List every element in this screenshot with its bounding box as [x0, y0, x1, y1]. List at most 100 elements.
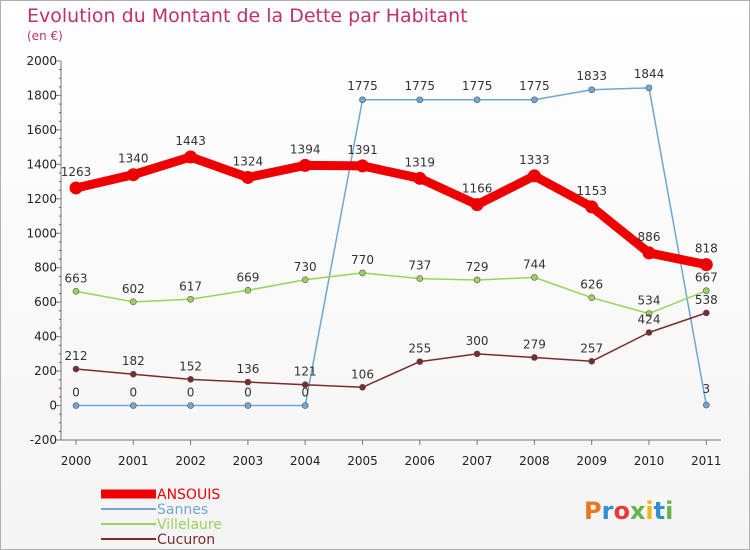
data-label: 886 — [638, 230, 661, 244]
data-label: 538 — [695, 293, 718, 307]
data-point — [301, 381, 309, 389]
data-point — [244, 286, 252, 294]
data-point — [298, 158, 312, 172]
data-point — [130, 298, 137, 306]
data-label: 617 — [179, 279, 202, 293]
data-label: 737 — [408, 259, 431, 273]
data-point — [702, 401, 710, 409]
data-label: 1844 — [634, 67, 665, 81]
data-label: 279 — [523, 337, 546, 351]
brand-letter: r — [602, 497, 614, 525]
legend-label: Cucuron — [157, 532, 215, 548]
y-tick-label: 800 — [34, 261, 57, 275]
brand-letter: t — [654, 497, 665, 525]
data-point — [72, 402, 80, 409]
data-label: 626 — [580, 278, 603, 292]
data-point — [585, 200, 599, 214]
data-label: 1833 — [576, 69, 607, 83]
y-tick-label: 600 — [34, 295, 57, 309]
data-point — [531, 274, 538, 281]
chart-subtitle: (en €) — [27, 29, 63, 43]
series-line — [75, 312, 708, 389]
data-label: 300 — [466, 334, 489, 348]
y-tick-label: 0 — [49, 399, 57, 413]
y-tick-label: 1400 — [26, 157, 57, 171]
x-tick-label: 2010 — [634, 454, 665, 468]
data-label: 534 — [638, 294, 661, 308]
brand-letter: x — [630, 497, 646, 525]
data-label: 0 — [301, 386, 309, 400]
data-point — [126, 168, 140, 182]
data-point — [702, 309, 710, 317]
data-point — [473, 276, 481, 284]
data-label: 1775 — [405, 79, 436, 93]
data-point — [588, 86, 596, 94]
data-label: 1166 — [462, 182, 493, 196]
x-tick-label: 2005 — [347, 454, 378, 468]
data-point — [531, 354, 538, 361]
y-tick-label: 400 — [34, 330, 57, 344]
data-label: 424 — [638, 313, 661, 327]
x-tick-label: 2011 — [691, 454, 722, 468]
data-label: 136 — [236, 362, 259, 376]
data-label: 121 — [294, 365, 317, 379]
data-label: 669 — [236, 270, 259, 284]
data-label: 1775 — [347, 79, 378, 93]
data-point — [184, 150, 198, 164]
brand-logo: Proxiti — [584, 497, 673, 525]
data-point — [72, 365, 80, 373]
data-point — [187, 376, 194, 383]
data-point — [531, 96, 538, 104]
data-label: 3 — [702, 382, 710, 396]
data-point — [645, 329, 653, 336]
data-label: 1443 — [175, 134, 206, 148]
data-label: 106 — [351, 367, 374, 381]
data-label: 1319 — [405, 155, 436, 169]
data-label: 744 — [523, 257, 546, 271]
data-point — [244, 378, 252, 386]
series-sannes: 0 0 0 0 0 1775 1775 1775 1775 1833 1844 3 — [72, 67, 710, 409]
data-point — [473, 96, 481, 104]
data-label: 1775 — [462, 79, 493, 93]
series-cucuron: 212 182 152 136 121 106 255 300 279 257 424 538 — [65, 293, 718, 391]
y-tick-label: -200 — [30, 433, 57, 447]
data-point — [359, 383, 366, 391]
data-point — [413, 171, 427, 185]
data-label: 663 — [65, 271, 88, 285]
x-tick-label: 2007 — [462, 454, 493, 468]
data-point — [588, 357, 596, 365]
data-label: 602 — [122, 282, 145, 296]
brand-letter: i — [665, 497, 673, 525]
data-point — [356, 159, 369, 173]
brand-letter: o — [613, 497, 630, 525]
data-label: 1340 — [118, 152, 149, 166]
axes: -200020040060080010001200140016001800200… — [26, 54, 721, 468]
data-point — [642, 246, 656, 260]
data-point — [301, 402, 309, 409]
data-point — [301, 276, 309, 284]
series-line — [71, 152, 711, 270]
data-label: 212 — [65, 349, 88, 363]
data-label: 0 — [244, 386, 252, 400]
data-label: 255 — [408, 342, 431, 356]
data-label: 770 — [351, 253, 374, 267]
data-point — [416, 96, 424, 104]
data-point — [527, 169, 541, 183]
data-label: 0 — [187, 386, 195, 400]
y-tick-label: 1000 — [26, 226, 57, 240]
legend-label: Villelaure — [157, 517, 222, 533]
x-tick-label: 2004 — [290, 454, 321, 468]
series-villelaure: 663 602 617 669 730 770 737 729 744 626 534 667 — [65, 253, 718, 317]
x-tick-label: 2000 — [61, 454, 92, 468]
y-tick-label: 2000 — [26, 54, 57, 68]
data-point — [416, 358, 424, 365]
data-point — [416, 275, 424, 282]
chart-title: Evolution du Montant de la Dette par Hab… — [27, 5, 468, 27]
data-label: 1153 — [576, 184, 607, 198]
data-label: 182 — [122, 354, 145, 368]
series-ansouis: 1263 1340 1443 1324 1394 1391 1319 1166 1333 1153… — [61, 134, 718, 272]
y-tick-label: 1800 — [26, 88, 57, 102]
